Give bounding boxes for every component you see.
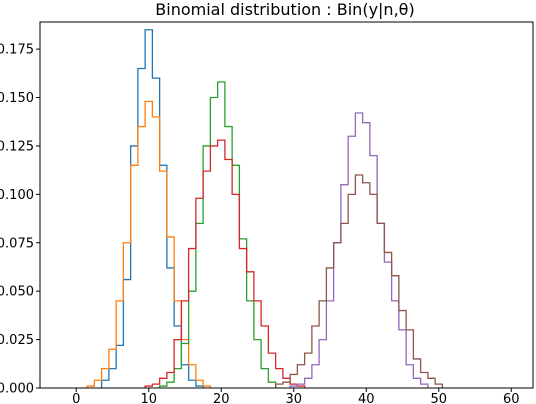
x-tick-label-40: 40 <box>358 392 375 404</box>
y-tick-label-1: 0.025 <box>0 333 34 348</box>
series-4-line <box>144 139 306 388</box>
series-5-line <box>289 112 429 388</box>
series-3-line <box>158 81 277 388</box>
series-1-line <box>100 29 204 388</box>
x-tick-label-20: 20 <box>213 392 230 404</box>
y-tick-label-0: 0.000 <box>0 382 34 397</box>
series-6-line <box>274 174 444 388</box>
y-tick-label-7: 0.175 <box>0 43 34 58</box>
axes-layer: 0 10 20 30 40 50 60 0.000 0.025 0.050 0.075 0.100 0.… <box>0 21 534 404</box>
x-tick-label-10: 10 <box>140 392 157 404</box>
y-tick-label-6: 0.150 <box>0 91 34 106</box>
x-tick-label-30: 30 <box>285 392 302 404</box>
y-tick-label-2: 0.050 <box>0 285 34 300</box>
y-tick-label-5: 0.125 <box>0 139 34 154</box>
x-tick-label-50: 50 <box>430 392 447 404</box>
x-tick-label-0: 0 <box>72 392 80 404</box>
y-tick-label-3: 0.075 <box>0 236 34 251</box>
series-layer <box>86 29 444 388</box>
series-2-line <box>86 100 212 388</box>
plot-frame <box>39 21 534 389</box>
y-tick-label-4: 0.100 <box>0 188 34 203</box>
chart-title: Binomial distribution : Bin(y|n,θ) <box>155 0 414 19</box>
x-tick-label-60: 60 <box>503 392 520 404</box>
